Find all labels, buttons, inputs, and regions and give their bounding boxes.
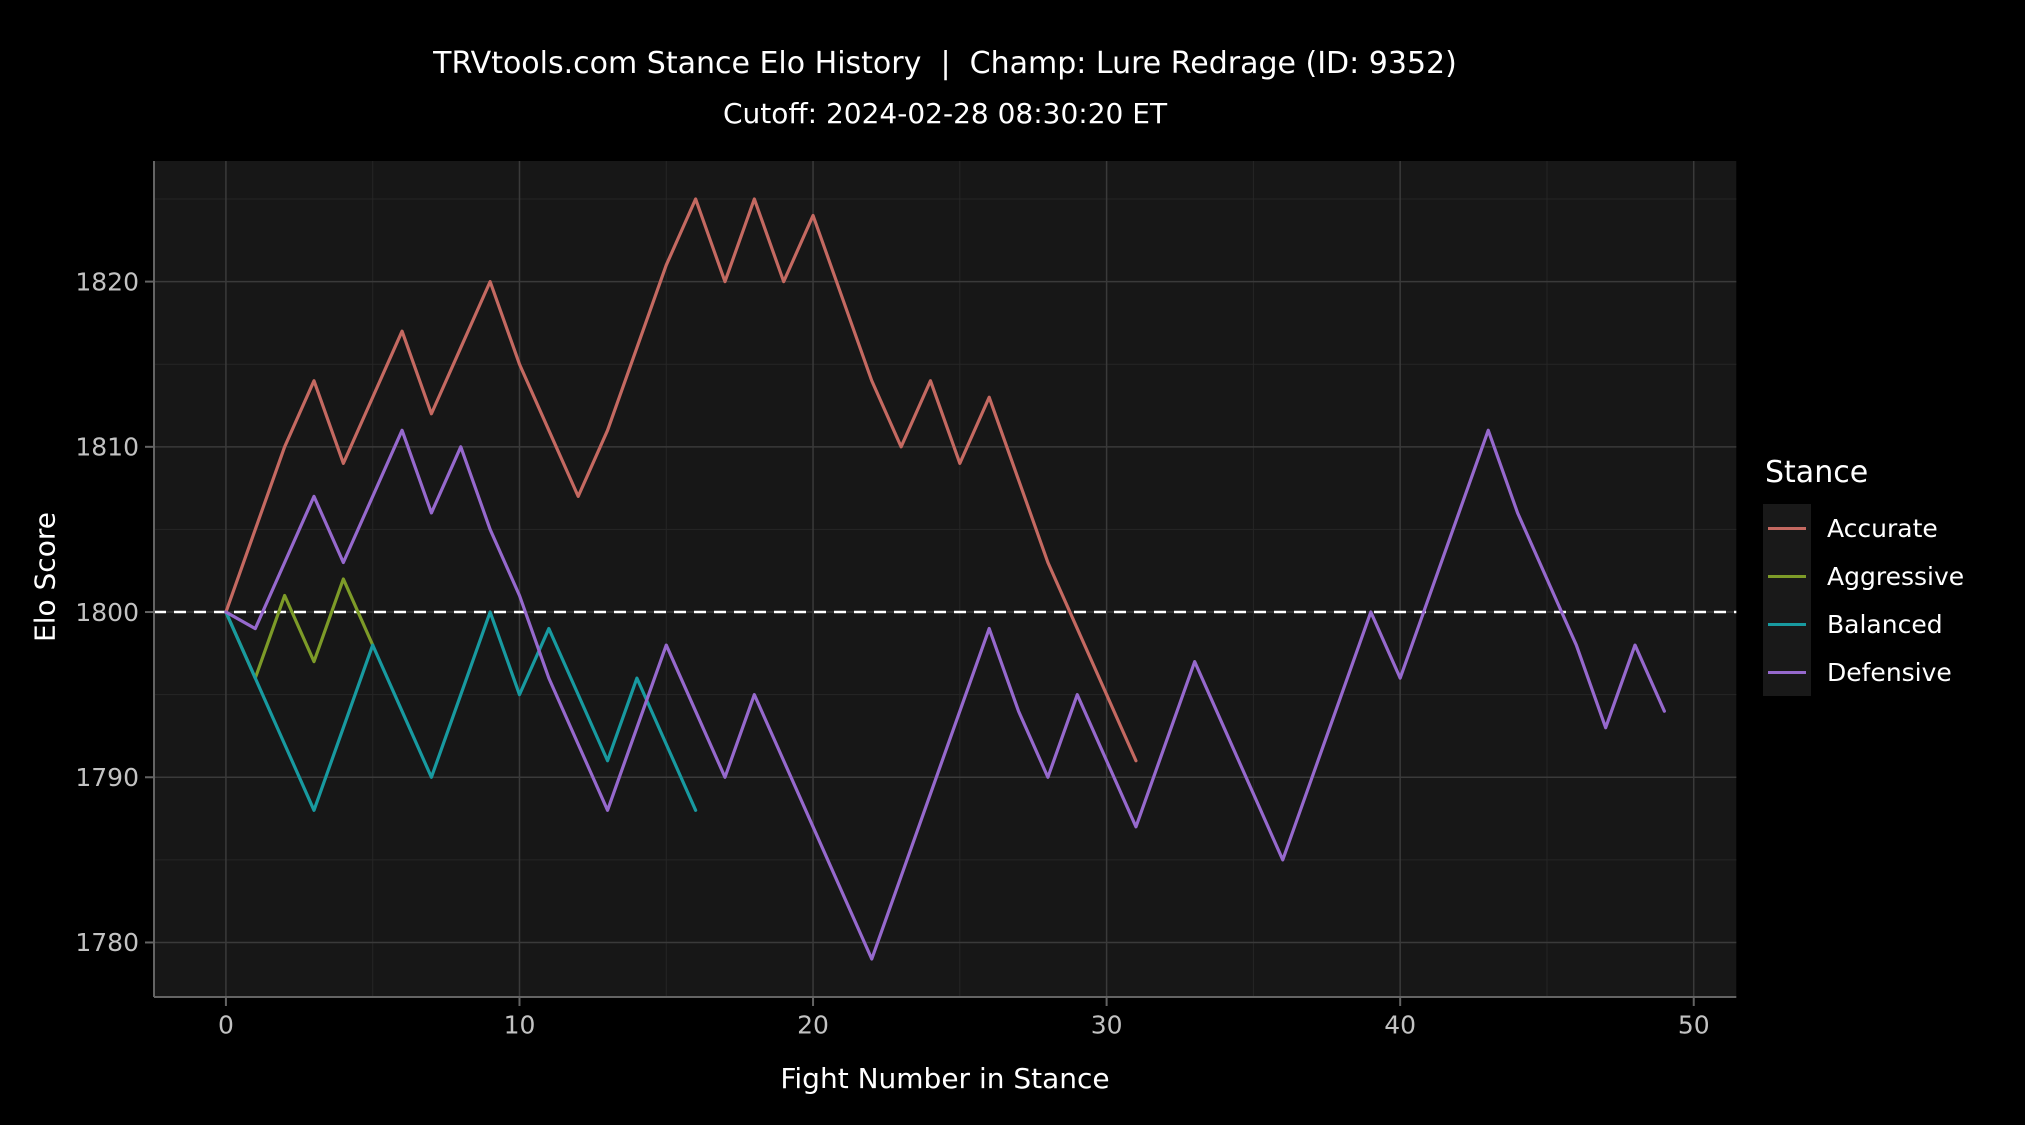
y-tick-label: 1790 xyxy=(75,763,139,792)
y-tick-label: 1820 xyxy=(75,267,139,296)
legend: Stance Accurate Aggressive Balanced Defensi… xyxy=(1763,455,1964,696)
x-tick-label: 10 xyxy=(504,1010,536,1039)
legend-label-balanced: Balanced xyxy=(1827,609,1943,639)
chart-title: TRVtools.com Stance Elo History | Champ:… xyxy=(433,46,1457,81)
legend-label-accurate: Accurate xyxy=(1827,513,1938,543)
panel-background xyxy=(154,161,1737,997)
legend-key-aggressive xyxy=(1763,552,1811,600)
legend-item-defensive: Defensive xyxy=(1763,648,1964,696)
legend-title: Stance xyxy=(1765,455,1869,490)
legend-label-aggressive: Aggressive xyxy=(1827,561,1965,591)
chart-subtitle: Cutoff: 2024-02-28 08:30:20 ET xyxy=(722,97,1168,130)
tick-marks xyxy=(145,280,1695,1006)
legend-key-balanced xyxy=(1763,600,1811,648)
x-tick-label: 50 xyxy=(1678,1010,1710,1039)
legend-swatch-accurate xyxy=(1768,526,1806,530)
y-tick-label: 1780 xyxy=(75,928,139,957)
x-tick-label: 0 xyxy=(218,1010,234,1039)
y-tick-label: 1810 xyxy=(75,433,139,462)
series-line-balanced xyxy=(224,610,698,812)
legend-item-balanced: Balanced xyxy=(1763,600,1964,648)
legend-swatch-aggressive xyxy=(1768,574,1806,578)
x-axis-title: Fight Number in Stance xyxy=(780,1062,1110,1095)
legend-item-aggressive: Aggressive xyxy=(1763,552,1964,600)
series-line-accurate xyxy=(224,197,1138,763)
x-tick-label: 20 xyxy=(797,1010,829,1039)
legend-item-accurate: Accurate xyxy=(1763,504,1964,552)
x-tick-label: 40 xyxy=(1384,1010,1416,1039)
legend-key-accurate xyxy=(1763,504,1811,552)
x-tick-labels: 0 10 20 30 40 50 xyxy=(218,1010,1710,1039)
legend-label-defensive: Defensive xyxy=(1827,657,1952,687)
legend-key-defensive xyxy=(1763,648,1811,696)
legend-swatch-defensive xyxy=(1768,670,1806,674)
x-tick-label: 30 xyxy=(1091,1010,1123,1039)
legend-swatch-balanced xyxy=(1768,622,1806,626)
legend-entries: Accurate Aggressive Balanced Defensive xyxy=(1763,504,1964,696)
series-line-defensive xyxy=(224,428,1666,961)
y-tick-labels: 1780 1790 1800 1810 1820 xyxy=(75,267,139,957)
y-tick-label: 1800 xyxy=(75,598,139,627)
gridlines-minor xyxy=(154,161,1737,997)
axis-lines xyxy=(153,161,1737,998)
